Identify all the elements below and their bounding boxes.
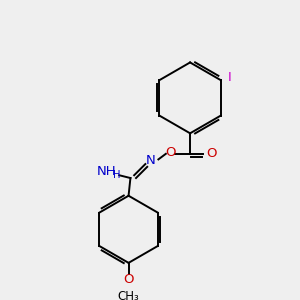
Text: NH: NH [96,165,116,178]
Text: O: O [123,273,134,286]
Text: O: O [206,147,217,160]
Text: H: H [113,170,120,180]
Text: N: N [146,154,156,167]
Text: CH₃: CH₃ [118,290,140,300]
Text: O: O [165,146,176,159]
Text: I: I [228,71,232,84]
